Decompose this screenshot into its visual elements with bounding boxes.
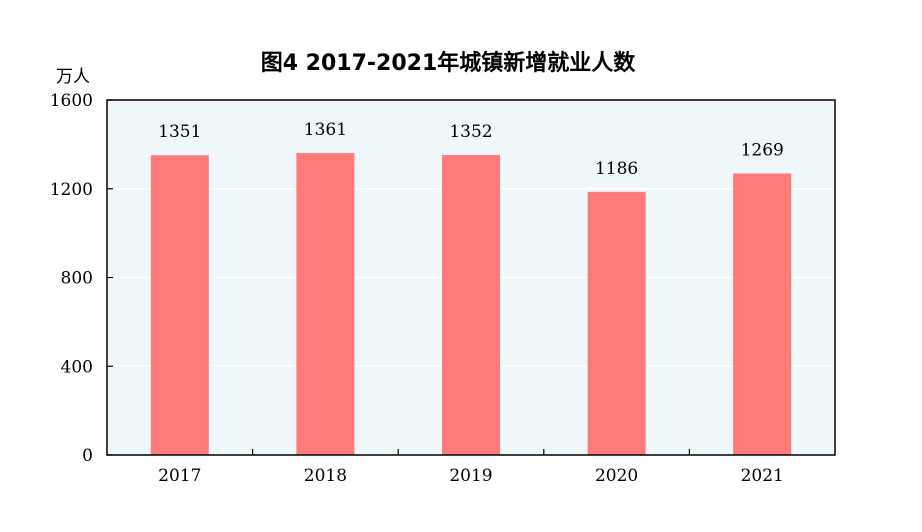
bar-2018 [296,153,355,455]
y-tick-label: 1600 [50,91,93,111]
bar-2017 [150,155,209,455]
y-tick-label: 1200 [50,180,93,200]
data-label-2019: 1352 [449,122,492,142]
x-tick-label-2017: 2017 [158,466,201,486]
data-labels: 1351 1361 1352 1186 1269 [158,120,784,179]
x-tick-label-2021: 2021 [741,466,784,486]
bar-2020 [587,191,646,455]
y-tick-label: 800 [61,269,93,289]
x-tick-label-2019: 2019 [449,466,492,486]
chart-title: 图4 2017-2021年城镇新增就业人数 [261,50,637,76]
x-tick-label-2020: 2020 [595,466,638,486]
axes: 0 400 800 1200 1600 2017 2018 2019 2020 2021 [50,91,784,486]
data-label-2021: 1269 [741,140,784,160]
bar-2019 [442,155,500,455]
y-tick-label: 0 [82,446,93,466]
bar-2021 [733,173,792,456]
data-label-2017: 1351 [158,122,201,142]
y-axis-unit-label: 万人 [56,67,90,87]
data-label-2020: 1186 [595,159,638,179]
data-label-2018: 1361 [304,120,347,140]
x-tick-label-2018: 2018 [304,466,347,486]
bars [150,153,792,456]
y-tick-label: 400 [61,357,93,377]
